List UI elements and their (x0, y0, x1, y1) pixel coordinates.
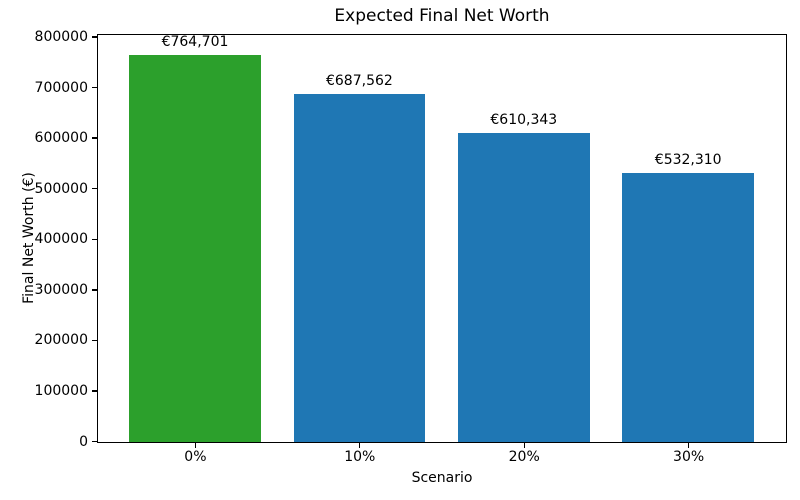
y-tick-label: 400000 (34, 231, 88, 248)
x-tick-mark (194, 443, 197, 448)
x-tick-label: 20% (508, 449, 540, 465)
y-tick-mark (92, 86, 97, 89)
y-tick-mark (92, 390, 97, 392)
y-tick-mark (92, 238, 97, 240)
bar-20% (458, 133, 590, 442)
bar-value-label: €532,310 (654, 151, 722, 168)
bar-30% (622, 172, 754, 442)
y-tick-label: 700000 (34, 79, 88, 96)
bar-value-label: €687,562 (325, 73, 393, 90)
plot-area: €764,701 €687,562 €610,343 €532,310 (97, 34, 787, 443)
chart-title: Expected Final Net Worth (334, 6, 550, 26)
y-tick-mark (92, 339, 97, 342)
bar-10% (293, 94, 426, 442)
y-tick-mark (92, 440, 97, 443)
x-tick-label: 10% (344, 449, 376, 465)
bar-value-label: €764,701 (161, 34, 229, 51)
y-tick-label: 300000 (34, 281, 88, 298)
x-tick-label: 30% (673, 449, 705, 465)
bar-value-label: €610,343 (490, 112, 558, 129)
y-tick-mark (92, 137, 97, 139)
y-tick-mark (92, 187, 97, 190)
y-tick-label: 100000 (34, 383, 88, 399)
x-tick-label: 0% (184, 449, 207, 465)
x-tick-mark (523, 443, 525, 448)
bar-0% (129, 55, 261, 442)
y-tick-label: 800000 (34, 28, 88, 45)
x-tick-mark (687, 443, 690, 448)
y-tick-label: 600000 (34, 130, 88, 147)
x-tick-mark (359, 443, 361, 448)
y-tick-label: 200000 (34, 332, 88, 349)
y-tick-mark (92, 36, 97, 38)
y-tick-label: 0 (79, 433, 88, 450)
y-tick-label: 500000 (34, 180, 88, 197)
x-axis-label: Scenario (411, 470, 473, 486)
y-tick-mark (92, 289, 97, 291)
